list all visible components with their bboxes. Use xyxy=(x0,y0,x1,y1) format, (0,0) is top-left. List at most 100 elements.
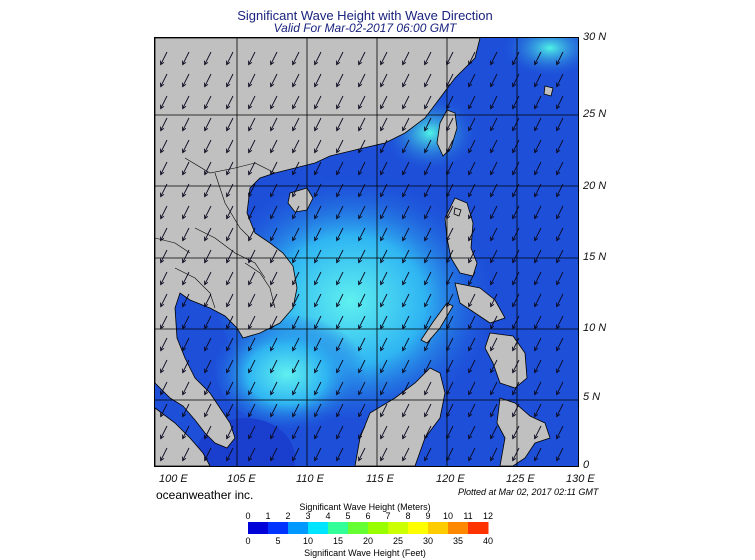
wave-arrow xyxy=(160,271,168,286)
wave-arrow xyxy=(336,73,344,88)
wave-arrow xyxy=(380,381,388,396)
wave-arrow xyxy=(182,381,190,396)
wave-arrow xyxy=(468,139,476,154)
wave-arrow xyxy=(204,51,212,66)
wave-arrow xyxy=(490,205,498,220)
wave-arrow xyxy=(402,315,410,330)
wave-arrow xyxy=(314,161,322,176)
wave-arrow xyxy=(512,359,520,374)
wave-arrow xyxy=(160,249,168,264)
wave-arrow xyxy=(248,51,256,66)
wave-arrow xyxy=(380,293,388,308)
wave-arrow xyxy=(336,315,344,330)
wave-arrow xyxy=(248,73,256,88)
wave-arrow xyxy=(226,337,234,352)
wave-arrow xyxy=(512,161,520,176)
wave-arrow xyxy=(556,117,564,132)
palawan-island xyxy=(420,302,454,344)
wave-arrow xyxy=(490,51,498,66)
colorbar-swatch xyxy=(368,522,389,534)
wave-arrow xyxy=(226,227,234,242)
lat-label-20n: 20 N xyxy=(583,180,607,192)
wave-arrow xyxy=(270,337,278,352)
wave-arrow xyxy=(446,337,454,352)
wave-arrow xyxy=(512,205,520,220)
colorbar-meter-tick: 3 xyxy=(305,511,310,521)
wave-zone-east-china-sea xyxy=(500,38,578,78)
wave-arrow xyxy=(468,249,476,264)
wave-arrow xyxy=(270,359,278,374)
wave-arrow xyxy=(314,95,322,110)
wave-arrow xyxy=(160,293,168,308)
wave-arrow xyxy=(182,117,190,132)
wave-arrow xyxy=(380,73,388,88)
wave-arrow xyxy=(204,227,212,242)
plotted-timestamp: Plotted at Mar 02, 2017 02:11 GMT xyxy=(458,487,599,497)
wave-arrow xyxy=(358,293,366,308)
wave-arrow xyxy=(204,139,212,154)
lat-label-30n: 30 N xyxy=(583,31,607,43)
wave-arrow xyxy=(490,271,498,286)
wave-arrow xyxy=(292,161,300,176)
wave-arrow xyxy=(402,117,410,132)
lon-label-120e: 120 E xyxy=(436,473,465,485)
wave-arrow xyxy=(314,337,322,352)
wave-arrow xyxy=(248,117,256,132)
wave-arrow xyxy=(490,95,498,110)
wave-arrow xyxy=(380,425,388,440)
wave-arrow xyxy=(512,183,520,198)
colorbar-swatch xyxy=(388,522,409,534)
asia-mainland xyxy=(155,38,481,449)
colorbar-feet-ticks: 0 5 10 15 20 25 30 35 40 xyxy=(245,536,493,546)
wave-arrow xyxy=(204,337,212,352)
wave-arrow xyxy=(204,271,212,286)
lat-label-5n: 5 N xyxy=(583,391,601,403)
wave-arrow xyxy=(358,117,366,132)
wave-arrow xyxy=(380,447,388,462)
wave-arrow xyxy=(204,381,212,396)
wave-arrow xyxy=(556,227,564,242)
wave-arrow xyxy=(226,95,234,110)
wave-arrow xyxy=(226,315,234,330)
wave-arrow xyxy=(248,403,256,418)
wave-arrow xyxy=(160,117,168,132)
colorbar-meter-tick: 10 xyxy=(443,511,453,521)
wave-arrow xyxy=(314,359,322,374)
wave-arrow xyxy=(358,183,366,198)
wave-arrow xyxy=(556,315,564,330)
wave-arrow xyxy=(534,139,542,154)
wave-arrow xyxy=(204,403,212,418)
wave-arrow xyxy=(292,183,300,198)
small-island-okinawa xyxy=(543,85,554,97)
wave-arrow xyxy=(556,205,564,220)
wave-arrow xyxy=(512,249,520,264)
wave-arrow xyxy=(248,183,256,198)
wave-arrow xyxy=(314,73,322,88)
wave-arrow xyxy=(270,161,278,176)
colorbar-feet-tick: 0 xyxy=(245,536,250,546)
wave-arrow xyxy=(160,139,168,154)
wave-arrow xyxy=(336,51,344,66)
wave-arrow xyxy=(424,117,432,132)
wave-arrow xyxy=(248,271,256,286)
wave-arrow xyxy=(226,381,234,396)
wave-arrow xyxy=(556,359,564,374)
wave-arrow xyxy=(314,447,322,462)
colorbar-meter-tick: 9 xyxy=(425,511,430,521)
wave-arrow xyxy=(380,337,388,352)
lon-label-130e: 130 E xyxy=(566,473,595,485)
wave-arrow xyxy=(534,183,542,198)
wave-arrow xyxy=(160,381,168,396)
wave-arrow xyxy=(336,447,344,462)
wave-arrow xyxy=(468,403,476,418)
wave-arrow xyxy=(336,249,344,264)
wave-arrow xyxy=(468,359,476,374)
wave-arrow xyxy=(160,205,168,220)
wave-arrow xyxy=(424,271,432,286)
wave-arrow xyxy=(292,359,300,374)
wave-arrow xyxy=(512,425,520,440)
wave-arrow xyxy=(446,249,454,264)
map-subtitle: Valid For Mar-02-2017 06:00 GMT xyxy=(273,21,457,35)
wave-arrow xyxy=(314,315,322,330)
wave-arrow xyxy=(556,249,564,264)
